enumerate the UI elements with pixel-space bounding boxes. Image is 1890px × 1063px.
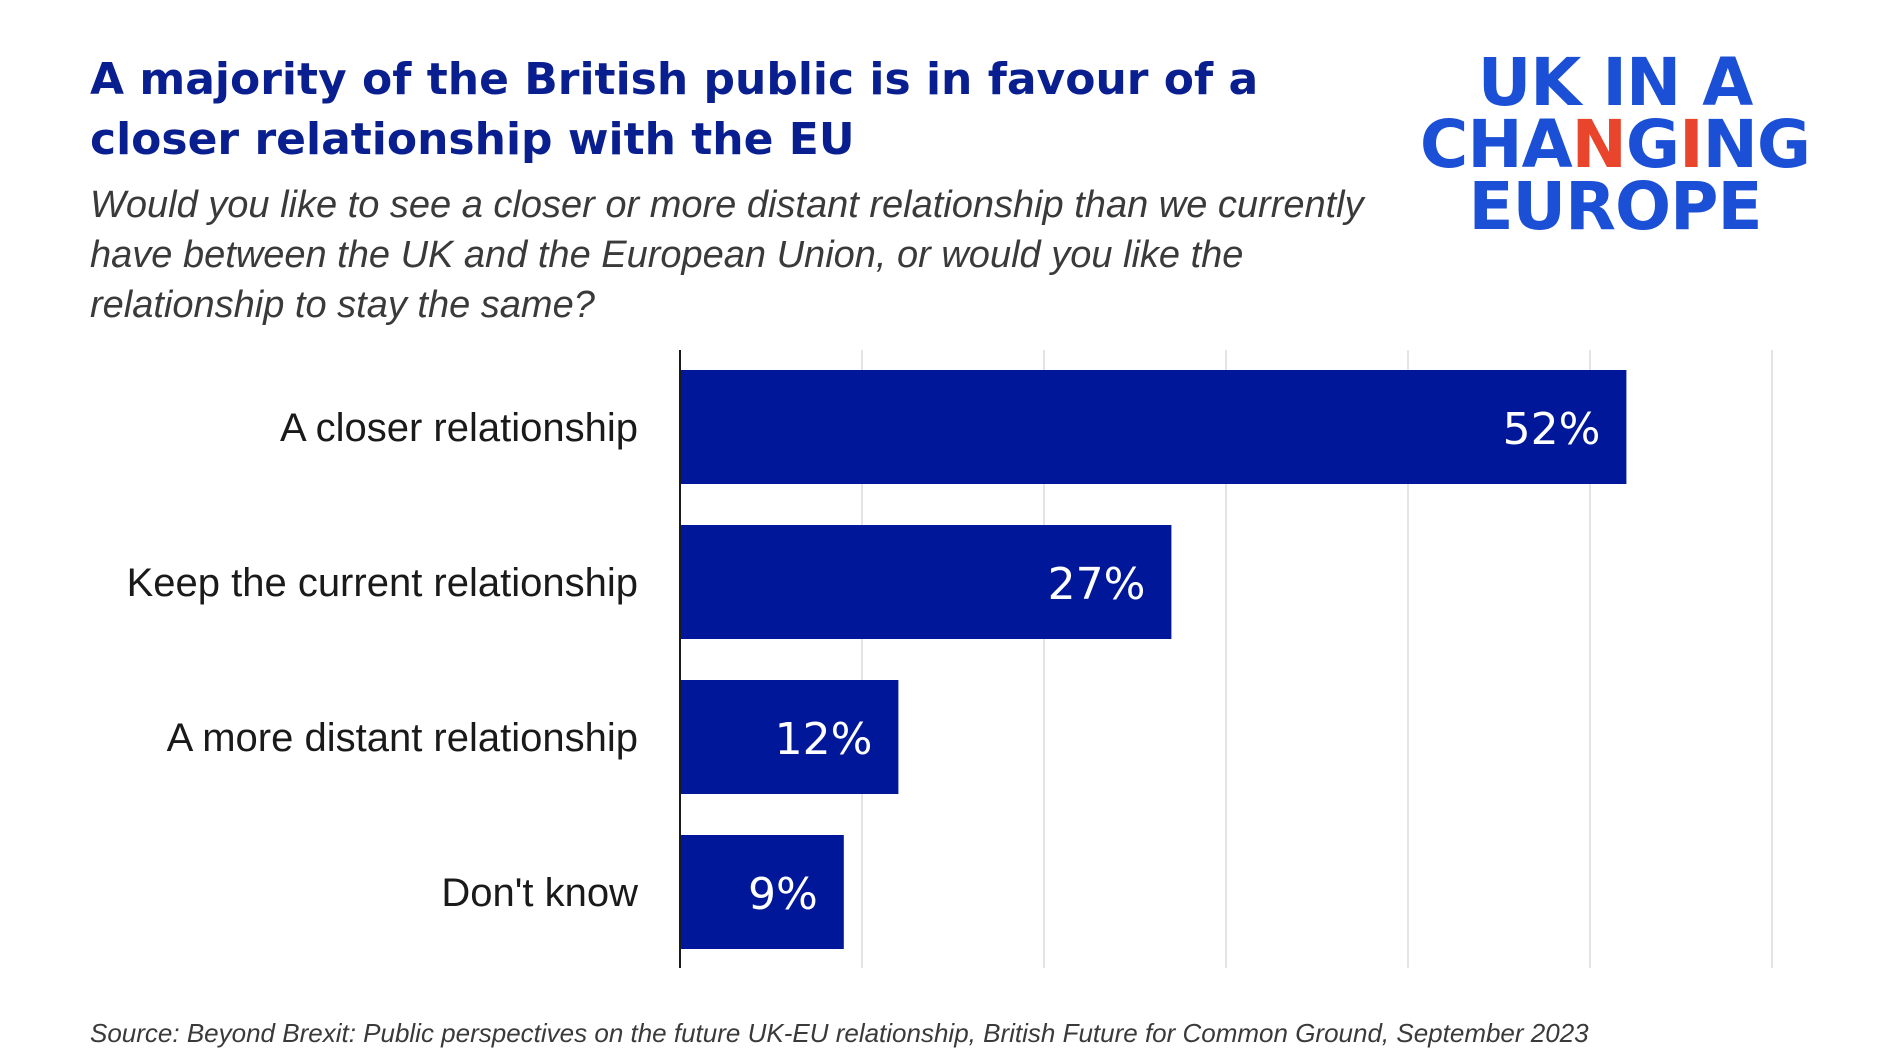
uk-in-a-changing-europe-logo: UK IN A CHANGING EUROPE: [1405, 44, 1825, 245]
logo-line-2-part-1: CHA: [1419, 106, 1573, 183]
chart-title: A majority of the British public is in f…: [90, 54, 1259, 165]
logo-line-2-part-2: G: [1625, 106, 1680, 183]
data-label: 9%: [748, 869, 818, 920]
data-label: 27%: [1048, 559, 1146, 610]
chart-subtitle: Would you like to see a closer or more d…: [90, 184, 1364, 326]
logo-accent-2: I: [1679, 106, 1704, 183]
category-label: Don't know: [441, 871, 638, 915]
logo-line-2: CHANGING: [1405, 112, 1825, 178]
logo-line-3: EUROPE: [1468, 168, 1762, 245]
source-note: Source: Beyond Brexit: Public perspectiv…: [90, 1018, 1589, 1048]
logo-line-1: UK IN A: [1477, 44, 1754, 121]
category-label: A more distant relationship: [167, 716, 638, 760]
bar: [680, 525, 1172, 639]
data-label: 52%: [1503, 404, 1601, 455]
bar: [680, 835, 844, 949]
bar: [680, 680, 899, 794]
category-label: A closer relationship: [280, 406, 638, 450]
data-label: 12%: [775, 714, 873, 765]
logo-line-2-part-3: NG: [1702, 106, 1811, 183]
category-label: Keep the current relationship: [127, 561, 638, 605]
bar: [680, 370, 1627, 484]
bar-chart: A closer relationship 52% Keep the current…: [127, 350, 1773, 968]
logo-accent-1: N: [1571, 106, 1627, 183]
